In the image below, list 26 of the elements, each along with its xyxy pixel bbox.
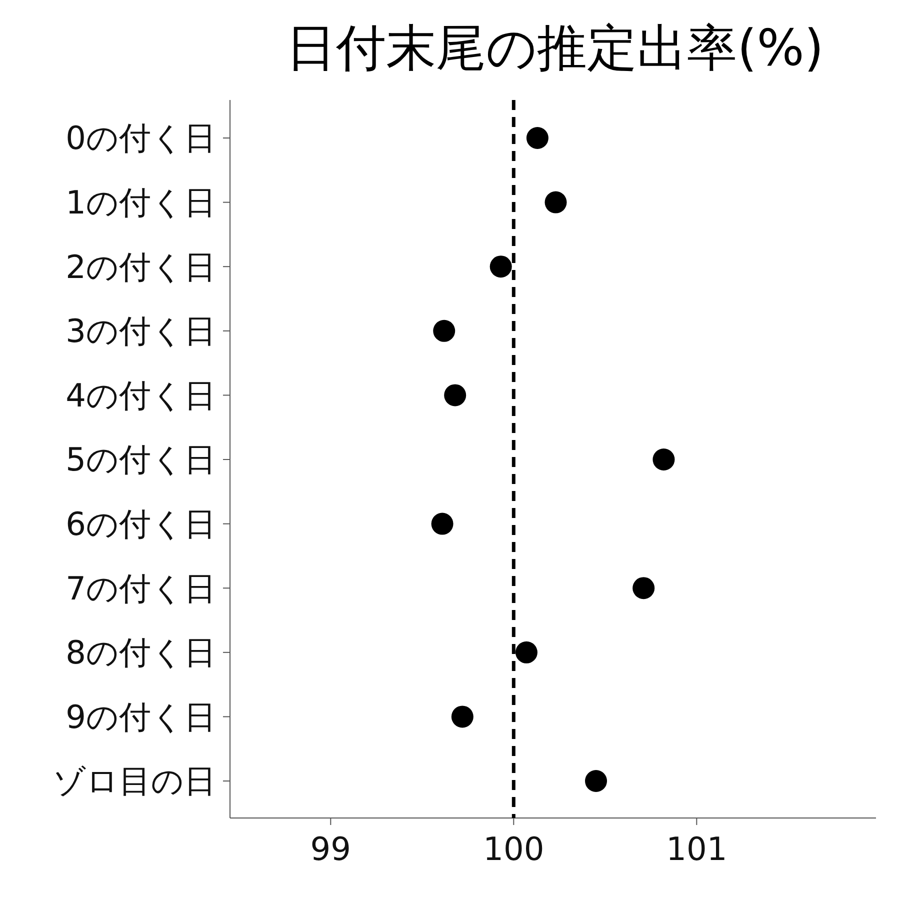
point (451, 706, 474, 728)
y-tick-label: 8の付く日 (66, 634, 216, 672)
point (585, 770, 608, 792)
x-tick-label: 100 (483, 830, 544, 868)
point (632, 577, 655, 600)
y-tick-label: 7の付く日 (66, 569, 216, 608)
point (444, 384, 466, 406)
y-tick-label: 6の付く日 (66, 505, 216, 543)
x-tick-label: 99 (310, 830, 352, 868)
point (515, 641, 538, 664)
point (433, 320, 456, 342)
x-tick-label: 101 (666, 830, 728, 868)
y-tick-label: 3の付く日 (66, 312, 216, 350)
point (544, 191, 567, 214)
point (431, 512, 454, 535)
y-tick-label: 2の付く日 (66, 248, 216, 286)
y-tick-label: 5の付く日 (66, 440, 216, 479)
chart-title: 日付末尾の推定出率(%) (286, 19, 824, 77)
point (490, 256, 512, 278)
point (526, 127, 548, 149)
point (652, 448, 675, 470)
y-tick-label: 9の付く日 (66, 698, 216, 736)
y-tick-label: 1の付く日 (66, 184, 216, 222)
y-tick-label: ゾロ目の日 (53, 762, 216, 800)
y-tick-label: 4の付く日 (66, 376, 216, 414)
y-tick-label: 0の付く日 (66, 119, 216, 158)
